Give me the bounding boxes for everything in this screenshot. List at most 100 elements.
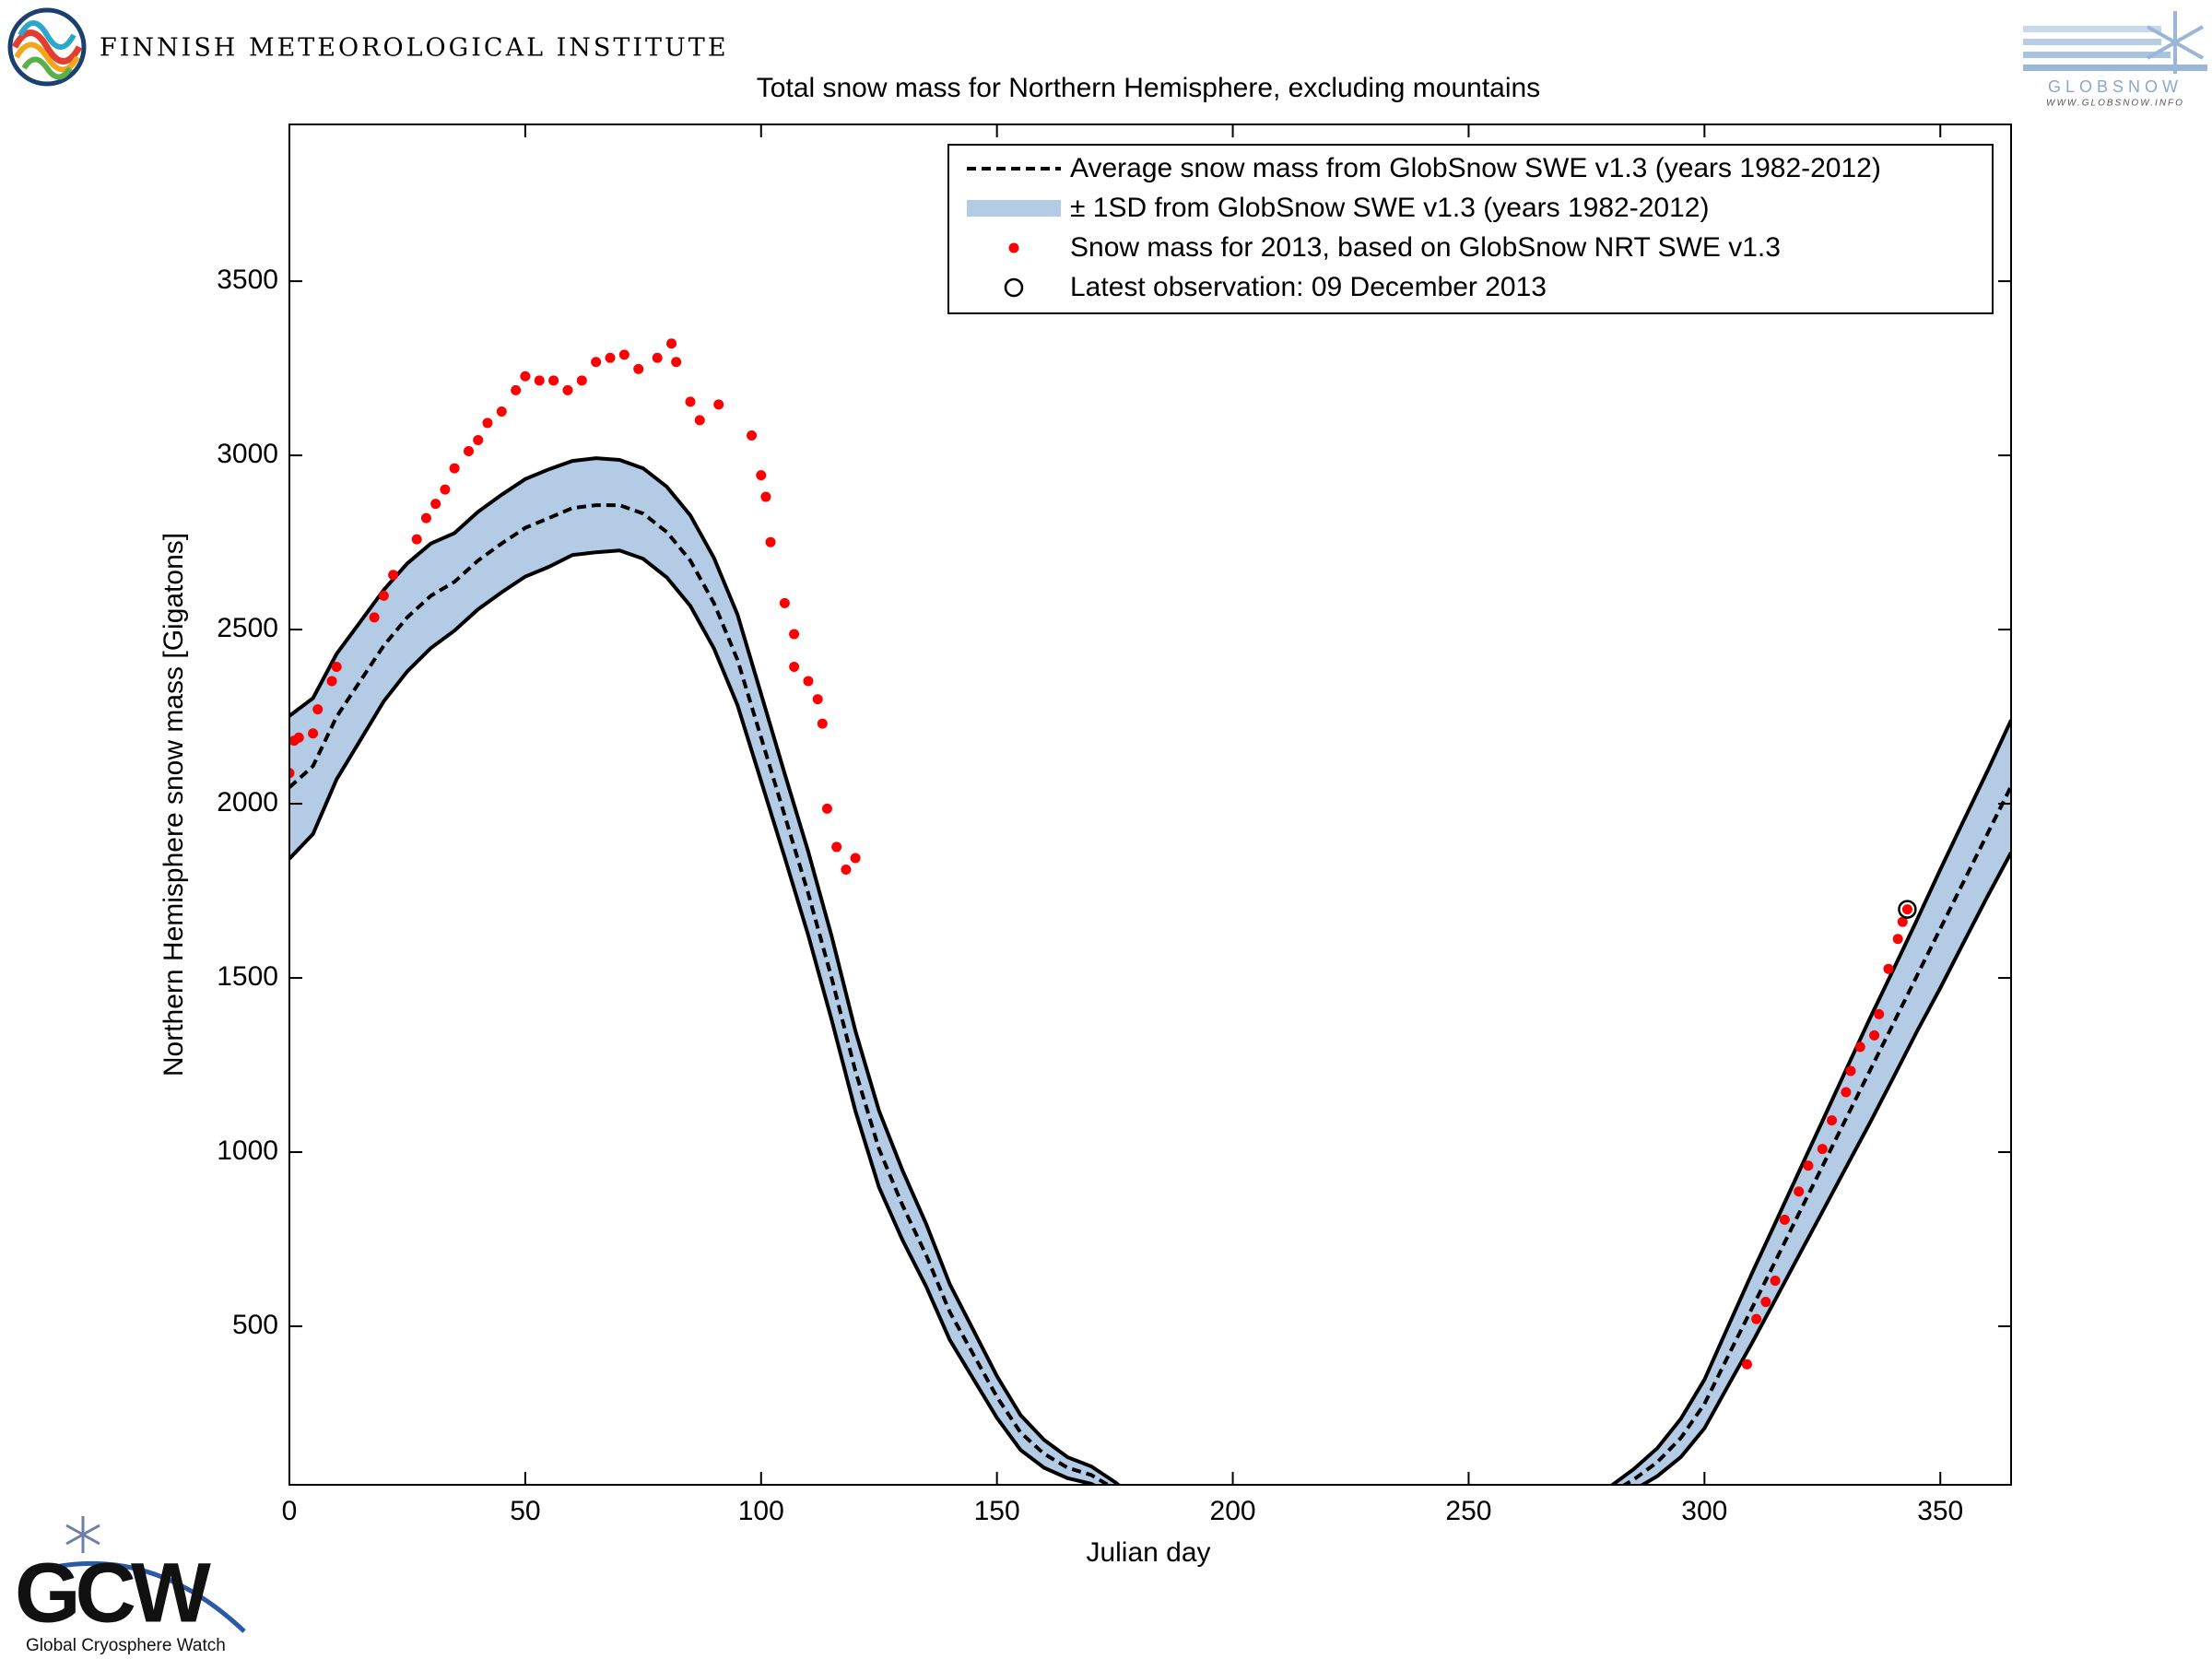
fmi-wave bbox=[21, 56, 73, 80]
x-tick-label: 350 bbox=[1917, 1496, 1963, 1526]
gcw-logo: GCW Global Cryosphere Watch bbox=[15, 1516, 246, 1655]
observation-dot bbox=[694, 415, 705, 426]
observation-dot bbox=[430, 499, 441, 510]
observation-dot bbox=[293, 732, 304, 743]
x-tick-label: 200 bbox=[1210, 1496, 1256, 1526]
observation-dot bbox=[1827, 1115, 1838, 1126]
legend-swatch bbox=[1004, 277, 1024, 298]
fmi-wave bbox=[14, 41, 80, 73]
observation-dot bbox=[378, 590, 389, 601]
observation-dot bbox=[765, 536, 776, 547]
gcw-acronym: GCW bbox=[15, 1546, 211, 1640]
observation-dot bbox=[1845, 1065, 1856, 1077]
sd-upper-line bbox=[289, 456, 2011, 1485]
observation-dot bbox=[591, 357, 602, 368]
observation-dot bbox=[713, 399, 724, 410]
observation-dot bbox=[520, 371, 531, 382]
observation-dot bbox=[756, 470, 767, 481]
observation-dot bbox=[633, 363, 644, 374]
observation-dot bbox=[1869, 1030, 1880, 1041]
observation-dot bbox=[1897, 916, 1908, 927]
legend-swatch bbox=[967, 200, 1061, 217]
institute-name: FINNISH METEOROLOGICAL INSTITUTE bbox=[100, 34, 729, 63]
observation-dot bbox=[576, 375, 587, 386]
sd-band bbox=[289, 458, 2011, 1485]
gcw-name: Global Cryosphere Watch bbox=[26, 1636, 226, 1655]
logo-snowflake bbox=[2147, 11, 2204, 74]
observation-dot bbox=[420, 512, 431, 524]
plot-frame bbox=[288, 124, 2012, 1486]
observation-dot bbox=[308, 728, 319, 739]
globsnow-logo: GLOBSNOW WWW.GLOBSNOW.INFO bbox=[2023, 11, 2207, 109]
legend-label: ± 1SD from GlobSnow SWE v1.3 (years 1982… bbox=[1070, 193, 1709, 223]
observation-dot bbox=[1741, 1359, 1752, 1370]
observation-dot bbox=[1841, 1087, 1852, 1098]
observation-dot bbox=[534, 375, 545, 386]
observation-dot bbox=[388, 570, 399, 581]
observation-dot bbox=[841, 864, 852, 875]
observation-dot bbox=[821, 803, 832, 814]
observation-dot bbox=[1770, 1276, 1781, 1287]
observation-dot bbox=[482, 418, 493, 429]
fmi-logo: FINNISH METEOROLOGICAL INSTITUTE bbox=[7, 7, 729, 87]
observation-dot bbox=[779, 597, 790, 608]
gcw-snowflake bbox=[65, 1516, 100, 1553]
observation-dot bbox=[411, 534, 422, 545]
observation-dot bbox=[331, 662, 342, 673]
observation-dot bbox=[289, 768, 295, 779]
observation-dot bbox=[1751, 1313, 1762, 1324]
fmi-wave bbox=[11, 29, 83, 65]
observation-dot bbox=[463, 446, 474, 457]
logo-stripe bbox=[2023, 39, 2161, 45]
observation-dot bbox=[803, 676, 814, 687]
observation-dot bbox=[548, 375, 559, 386]
plot-area bbox=[289, 338, 2011, 1485]
y-tick-label: 3500 bbox=[217, 265, 278, 295]
y-tick-label: 2000 bbox=[217, 787, 278, 818]
legend-swatch bbox=[1008, 242, 1019, 253]
globsnow-name: GLOBSNOW bbox=[2048, 77, 2183, 96]
legend: Average snow mass from GlobSnow SWE v1.3… bbox=[947, 144, 1994, 314]
x-axis-label: Julian day bbox=[1086, 1537, 1210, 1568]
observation-dot bbox=[473, 434, 484, 445]
observation-dot bbox=[326, 676, 337, 687]
observation-dot bbox=[652, 352, 663, 363]
observation-dot bbox=[1874, 1008, 1885, 1019]
average-line bbox=[289, 503, 2011, 1485]
observation-dot bbox=[1854, 1041, 1865, 1053]
axes: 0 50 100 150 200 250 300 350 500 1000 1500 2000 2500… bbox=[217, 124, 2012, 1526]
observation-dot bbox=[666, 338, 677, 349]
observation-dot bbox=[671, 357, 682, 368]
observation-dot bbox=[511, 384, 522, 395]
observation-dot bbox=[1760, 1297, 1771, 1308]
observation-dot bbox=[1803, 1160, 1814, 1171]
fmi-wave bbox=[18, 20, 76, 50]
y-axis-label: Northern Hemisphere snow mass [Gigatons] bbox=[159, 533, 189, 1077]
latest-observation bbox=[1898, 900, 1917, 919]
y-tick-label: 1500 bbox=[217, 961, 278, 992]
x-tick-label: 50 bbox=[510, 1496, 540, 1526]
x-tick-label: 100 bbox=[738, 1496, 784, 1526]
observation-dot bbox=[562, 384, 573, 395]
observation-dot bbox=[817, 718, 828, 729]
observation-dot bbox=[1883, 963, 1894, 974]
observation-dot bbox=[618, 349, 629, 360]
observation-dot bbox=[747, 430, 758, 441]
gcw-arc bbox=[54, 1560, 246, 1633]
x-tick-label: 0 bbox=[282, 1496, 298, 1526]
observation-dot bbox=[831, 841, 842, 853]
observation-dot bbox=[369, 612, 380, 623]
observation-dot bbox=[812, 694, 823, 705]
x-tick-label: 150 bbox=[974, 1496, 1020, 1526]
legend-box bbox=[947, 144, 1994, 314]
observation-dot bbox=[496, 406, 507, 417]
observation-dot bbox=[449, 463, 460, 474]
logo-stripe bbox=[2023, 65, 2207, 71]
observation-dot bbox=[789, 629, 800, 640]
y-tick-label: 1000 bbox=[217, 1135, 278, 1166]
y-tick-label: 500 bbox=[232, 1310, 278, 1340]
observation-dot bbox=[605, 352, 616, 363]
y-tick-label: 2500 bbox=[217, 613, 278, 643]
logo-stripe bbox=[2023, 52, 2171, 58]
observation-dot bbox=[789, 662, 800, 673]
